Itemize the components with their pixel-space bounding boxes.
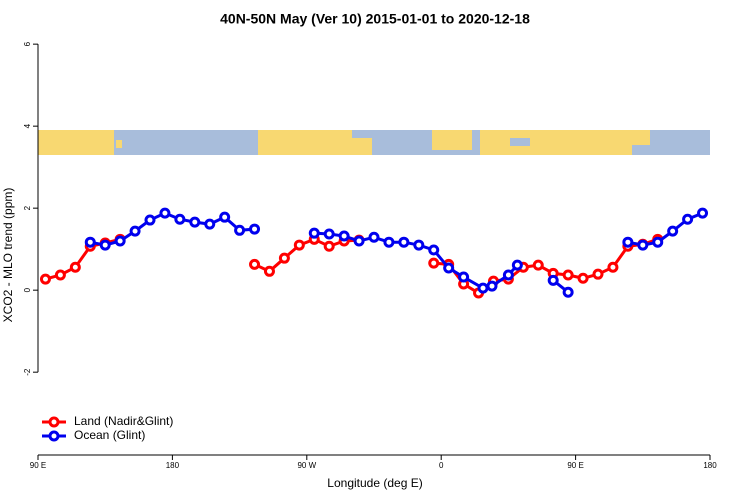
y-tick-label: 0: [23, 287, 32, 292]
chart-title: 40N-50N May (Ver 10) 2015-01-01 to 2020-…: [220, 11, 530, 27]
data-point: [249, 223, 261, 235]
data-point: [144, 214, 156, 226]
x-tick-label: 90 E: [567, 461, 583, 470]
data-point: [532, 259, 544, 271]
data-point: [114, 235, 126, 247]
series-line: [89, 211, 704, 294]
data-point: [174, 213, 186, 225]
data-point: [577, 272, 589, 284]
data-point: [293, 239, 305, 251]
data-point: [697, 207, 709, 219]
data-point: [263, 265, 275, 277]
data-point: [502, 269, 514, 281]
data-point: [39, 273, 51, 285]
data-point: [622, 236, 634, 248]
legend-label: Land (Nadir&Glint): [74, 414, 173, 428]
data-point: [69, 261, 81, 273]
data-point: [443, 262, 455, 274]
x-tick-label: 180: [166, 461, 180, 470]
y-tick-label: 4: [23, 123, 32, 128]
y-tick-label: -2: [23, 368, 32, 376]
data-point: [592, 268, 604, 280]
x-tick-label: 90 W: [297, 461, 316, 470]
x-tick-label: 180: [703, 461, 717, 470]
data-point: [353, 235, 365, 247]
data-point: [458, 271, 470, 283]
data-point: [413, 239, 425, 251]
data-point: [308, 227, 320, 239]
data-point: [159, 207, 171, 219]
data-point: [477, 282, 489, 294]
data-point: [398, 236, 410, 248]
data-point: [486, 280, 498, 292]
data-point: [637, 239, 649, 251]
y-tick-label: 2: [23, 205, 32, 210]
data-point: [189, 216, 201, 228]
series-line: [45, 237, 659, 295]
data-point: [368, 231, 380, 243]
legend-marker: [48, 430, 60, 442]
map-strip: [38, 130, 710, 155]
plot-area: 90 E 180 90 W 0 90 E 180 -2 0 2 4 6 Land (Nadir&Gli…: [23, 41, 717, 470]
data-point: [54, 269, 66, 281]
y-axis-label: XCO2 - MLO trend (ppm): [1, 188, 15, 323]
data-point: [84, 236, 96, 248]
data-point: [428, 257, 440, 269]
x-axis-label: Longitude (deg E): [327, 476, 422, 490]
data-point: [99, 239, 111, 251]
x-tick-label: 90 E: [30, 461, 46, 470]
data-point: [234, 224, 246, 236]
data-point: [249, 258, 261, 270]
data-point: [682, 213, 694, 225]
data-point: [607, 261, 619, 273]
data-point: [562, 269, 574, 281]
y-tick-label: 6: [23, 41, 32, 46]
data-point: [667, 225, 679, 237]
data-point: [547, 274, 559, 286]
data-point: [383, 236, 395, 248]
data-point: [204, 218, 216, 230]
data-point: [511, 259, 523, 271]
data-point: [129, 225, 141, 237]
data-point: [338, 230, 350, 242]
data-point: [652, 236, 664, 248]
data-point: [278, 252, 290, 264]
x-tick-label: 0: [439, 461, 444, 470]
data-point: [323, 240, 335, 252]
legend-marker: [48, 416, 60, 428]
data-point: [562, 286, 574, 298]
data-point: [219, 211, 231, 223]
data-point: [428, 244, 440, 256]
legend-label: Ocean (Glint): [74, 428, 145, 442]
data-point: [323, 228, 335, 240]
